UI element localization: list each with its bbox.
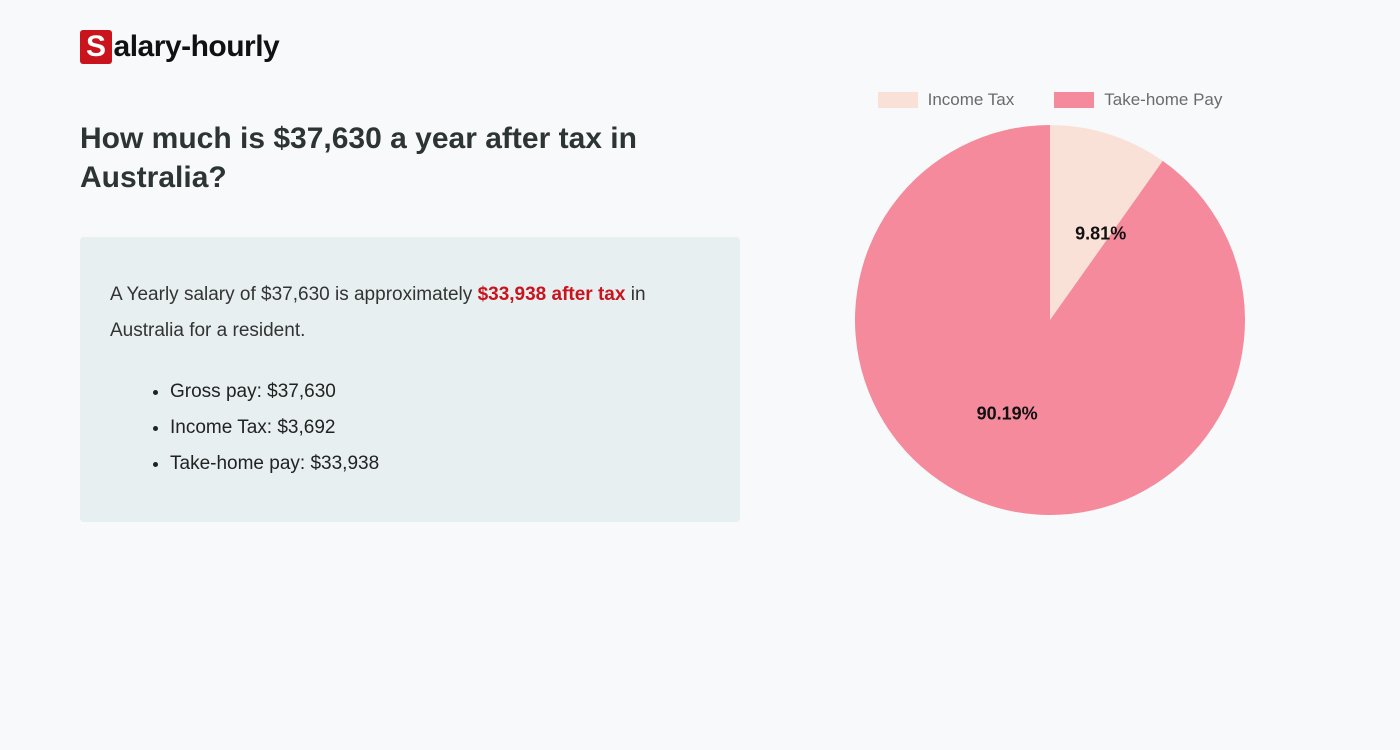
right-column: Income Tax Take-home Pay 9.81% 90.19% bbox=[780, 30, 1320, 720]
legend-item-take-home: Take-home Pay bbox=[1054, 90, 1222, 110]
logo-text: alary-hourly bbox=[114, 30, 280, 63]
pie-chart: 9.81% 90.19% bbox=[855, 125, 1245, 515]
summary-highlight: $33,938 after tax bbox=[478, 284, 626, 305]
page-title: How much is $37,630 a year after tax in … bbox=[80, 119, 700, 197]
slice-label-take-home: 90.19% bbox=[977, 403, 1038, 424]
legend-item-income-tax: Income Tax bbox=[878, 90, 1015, 110]
legend-label: Take-home Pay bbox=[1104, 90, 1222, 110]
slice-label-income-tax: 9.81% bbox=[1075, 224, 1126, 245]
list-item: Gross pay: $37,630 bbox=[170, 374, 710, 410]
summary-card: A Yearly salary of $37,630 is approximat… bbox=[80, 237, 740, 522]
breakdown-list: Gross pay: $37,630 Income Tax: $3,692 Ta… bbox=[110, 374, 710, 482]
logo-badge: S bbox=[80, 30, 112, 64]
site-logo: Salary-hourly bbox=[80, 30, 740, 64]
list-item: Income Tax: $3,692 bbox=[170, 410, 710, 446]
legend-swatch bbox=[1054, 92, 1094, 108]
pie-svg bbox=[855, 125, 1245, 515]
summary-text: A Yearly salary of $37,630 is approximat… bbox=[110, 277, 710, 349]
chart-legend: Income Tax Take-home Pay bbox=[878, 90, 1223, 110]
legend-swatch bbox=[878, 92, 918, 108]
list-item: Take-home pay: $33,938 bbox=[170, 446, 710, 482]
legend-label: Income Tax bbox=[928, 90, 1015, 110]
page-container: Salary-hourly How much is $37,630 a year… bbox=[0, 0, 1400, 750]
left-column: Salary-hourly How much is $37,630 a year… bbox=[80, 30, 780, 720]
summary-before: A Yearly salary of $37,630 is approximat… bbox=[110, 284, 478, 305]
